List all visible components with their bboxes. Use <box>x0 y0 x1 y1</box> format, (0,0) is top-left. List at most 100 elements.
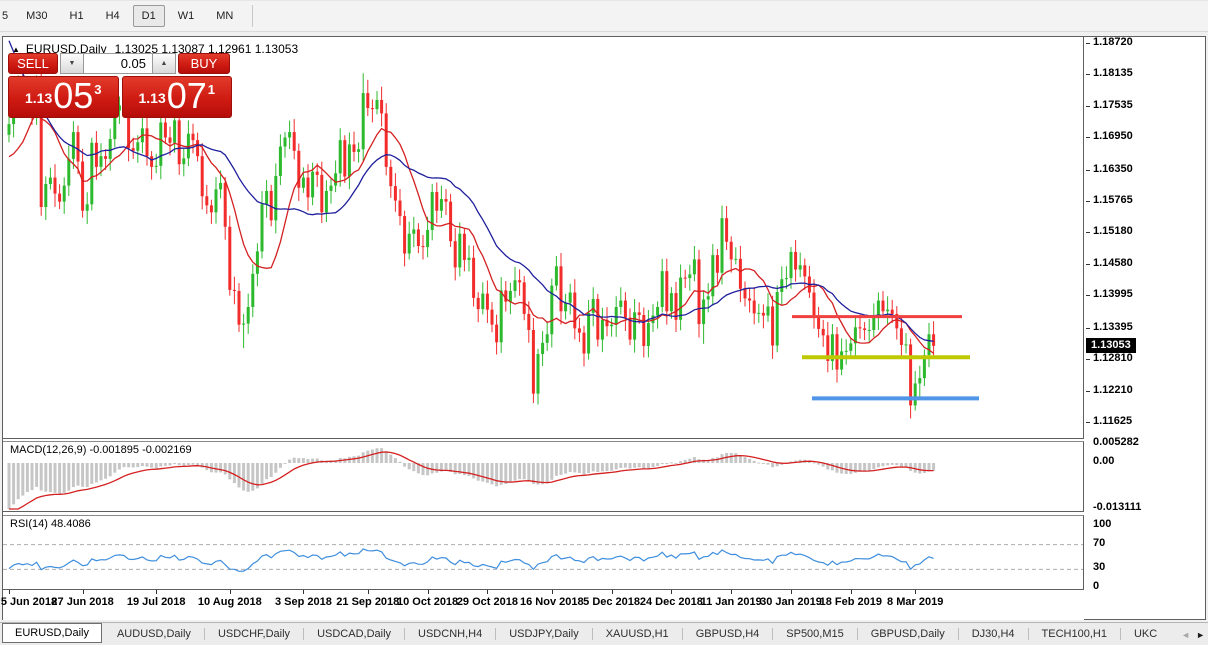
axis-tick-mark <box>1086 327 1090 329</box>
tab-separator <box>772 628 774 640</box>
price-axis-tick: 1.13995 <box>1086 288 1133 300</box>
price-axis-tick: 1.15180 <box>1086 225 1133 237</box>
timeframe-button-H1[interactable]: H1 <box>69 10 84 22</box>
price-axis-tick: 1.11625 <box>1086 415 1132 427</box>
date-tick-mark <box>487 590 489 594</box>
volume-increase-button[interactable]: ▲ <box>152 53 176 74</box>
date-axis-label: 3 Sep 2018 <box>274 596 332 608</box>
chart-tab-USDJPY-Daily[interactable]: USDJPY,Daily <box>509 628 579 640</box>
price-axis-tick: 1.12210 <box>1086 384 1133 396</box>
chart-tab-GBPUSD-H4[interactable]: GBPUSD,H4 <box>695 628 760 640</box>
date-axis-label: 10 Oct 2018 <box>397 596 459 608</box>
buy-price-big: 07 <box>166 75 207 116</box>
price-axis-tick: 1.13395 <box>1086 321 1133 333</box>
axis-tick-mark <box>1086 422 1090 424</box>
date-tick-mark <box>671 590 673 594</box>
axis-tick-mark <box>1086 137 1090 139</box>
collapse-arrow-icon[interactable]: ▲ <box>12 45 20 54</box>
macd-chart <box>7 448 936 510</box>
price-axis-tick: 1.14580 <box>1086 257 1133 269</box>
tab-separator <box>591 628 593 640</box>
chevron-up-icon: ▲ <box>160 60 168 67</box>
macd-axis-tick: 0.005282 <box>1093 436 1139 449</box>
date-tick-mark <box>850 590 852 594</box>
date-tick-mark <box>367 590 369 594</box>
tab-separator <box>495 628 497 640</box>
chart-tab-AUDUSD-Daily[interactable]: AUDUSD,Daily <box>116 628 191 640</box>
timeframe-button-M30[interactable]: M30 <box>26 10 48 22</box>
date-axis-label: 16 Nov 2018 <box>519 596 584 608</box>
price-axis-tick: 1.16350 <box>1086 163 1133 175</box>
chart-tabbar: EURUSD,Daily AUDUSD,Daily USDCHF,Daily USDC… <box>0 622 1208 645</box>
volume-spinner: ▼ 0.05 ▲ <box>60 53 176 74</box>
sell-price-fraction: 1.13 <box>24 90 53 106</box>
axis-tick-mark <box>1086 106 1090 108</box>
price-axis-tick: 1.17535 <box>1086 99 1133 111</box>
axis-tick-mark <box>1086 358 1090 360</box>
rsi-axis-tick: 30 <box>1093 561 1106 574</box>
toolbar-separator <box>252 5 254 27</box>
date-tick-mark <box>791 590 792 594</box>
axis-tick-mark <box>1086 390 1090 392</box>
timeframe-button-5[interactable]: 5 <box>2 10 9 22</box>
macd-pane[interactable] <box>3 441 1084 512</box>
tab-separator <box>1119 628 1121 640</box>
tab-scroll-right-icon[interactable]: ► <box>1196 629 1205 640</box>
macd-axis-tick: 0.00 <box>1093 455 1115 467</box>
chart-tab-DJ30-H4[interactable]: DJ30,H4 <box>971 628 1015 640</box>
chart-tab-SP500-M15[interactable]: SP500,M15 <box>786 628 844 640</box>
sell-price-big: 05 <box>53 75 94 116</box>
price-chart-pane[interactable] <box>3 37 1084 439</box>
buy-price-fraction: 1.13 <box>138 90 166 106</box>
timeframe-button-W1[interactable]: W1 <box>177 10 195 22</box>
date-axis-label: 10 Aug 2018 <box>197 596 262 608</box>
chart-tab-USDCHF-Daily[interactable]: USDCHF,Daily <box>217 628 291 640</box>
date-tick-mark <box>156 590 158 594</box>
buy-price-button[interactable]: 1.13 07 1 <box>121 75 232 118</box>
rsi-pane[interactable] <box>3 515 1084 590</box>
tab-scroll-left-icon[interactable]: ◄ <box>1181 629 1191 640</box>
buy-button[interactable]: BUY <box>178 53 230 74</box>
chart-tab-XAUUSD-H1[interactable]: XAUUSD,H1 <box>605 628 669 640</box>
timeframe-toolbar: 5 M30 H1 H4 D1 W1 MN <box>0 0 1208 32</box>
chevron-down-icon: ▼ <box>68 60 76 67</box>
chart-ohlc-values: 1.13025 1.13087 1.12961 1.13053 <box>114 42 299 56</box>
sell-price-button[interactable]: 1.13 05 3 <box>8 76 119 118</box>
chart-tab-GBPUSD-Daily[interactable]: GBPUSD,Daily <box>870 628 945 640</box>
axis-tick-mark <box>1086 74 1090 76</box>
chart-tab-TECH100-H1[interactable]: TECH100,H1 <box>1041 628 1107 640</box>
date-axis-label: 5 Dec 2018 <box>583 596 641 608</box>
date-axis[interactable]: 5 Jun 2018 27 Jun 2018 19 Jul 2018 10 Aug 2… <box>1 590 1084 620</box>
date-axis-label: 29 Oct 2018 <box>456 596 518 608</box>
chart-tab-USDCAD-Daily[interactable]: USDCAD,Daily <box>317 628 392 640</box>
date-axis-label: 8 Mar 2019 <box>887 596 944 608</box>
macd-label: MACD(12,26,9) -0.001895 -0.002169 <box>10 444 192 456</box>
volume-decrease-button[interactable]: ▼ <box>60 53 84 74</box>
date-axis-label: 19 Jul 2018 <box>126 596 186 608</box>
date-axis-label: 18 Feb 2019 <box>819 596 882 608</box>
volume-input[interactable]: 0.05 <box>84 53 152 74</box>
sell-button[interactable]: SELL <box>8 53 58 74</box>
rsi-axis-tick: 0 <box>1093 580 1100 592</box>
rsi-axis-tick: 100 <box>1093 518 1112 530</box>
chart-window: ▲ EURUSD,Daily 1.13025 1.13087 1.12961 1.1… <box>1 36 1206 620</box>
timeframe-button-H4[interactable]: H4 <box>105 10 120 22</box>
date-axis-label: 27 Jun 2018 <box>51 596 114 608</box>
date-tick-mark <box>731 590 733 594</box>
axis-tick-mark <box>1086 42 1090 44</box>
axis-tick-mark <box>1086 200 1090 202</box>
chart-tab-UKC[interactable]: UKC <box>1133 628 1158 640</box>
axis-tick-mark <box>1086 232 1090 234</box>
price-axis-tick: 1.15765 <box>1086 194 1133 206</box>
tab-separator <box>203 628 205 640</box>
date-tick-mark <box>303 590 305 594</box>
chart-tab-EURUSD-Daily[interactable]: EURUSD,Daily <box>2 623 102 643</box>
tab-separator <box>681 628 683 640</box>
timeframe-button-MN[interactable]: MN <box>216 10 234 22</box>
chart-tab-USDCNH-H4[interactable]: USDCNH,H4 <box>418 628 483 640</box>
date-axis-label: 30 Jan 2019 <box>760 596 822 608</box>
axis-tick-mark <box>1086 295 1090 297</box>
chart-symbol-label: EURUSD,Daily <box>25 42 107 56</box>
date-tick-mark <box>9 590 10 594</box>
timeframe-button-D1[interactable]: D1 <box>132 5 165 27</box>
